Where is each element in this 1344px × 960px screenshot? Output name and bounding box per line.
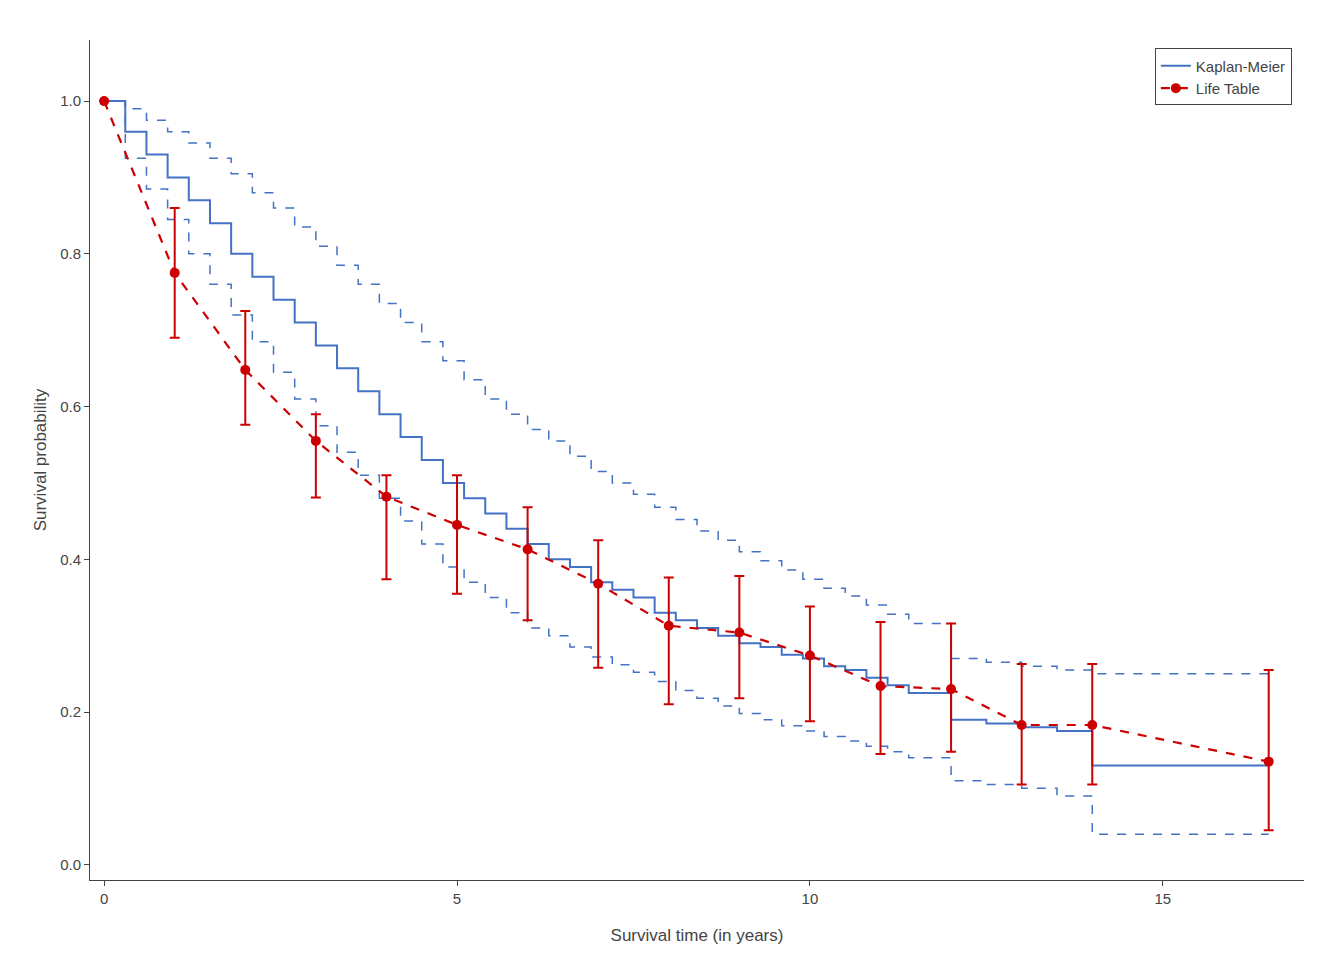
svg-text:10: 10 [802,890,819,907]
svg-text:0.8: 0.8 [60,245,81,262]
svg-text:Survival probability: Survival probability [31,388,50,531]
svg-text:Survival time (in years): Survival time (in years) [611,926,784,945]
svg-text:Life Table: Life Table [1196,80,1260,97]
svg-text:0.2: 0.2 [60,703,81,720]
svg-text:15: 15 [1154,890,1171,907]
svg-text:0.6: 0.6 [60,398,81,415]
svg-text:0.0: 0.0 [60,856,81,873]
svg-text:5: 5 [453,890,461,907]
svg-text:Kaplan-Meier: Kaplan-Meier [1196,58,1285,75]
svg-text:1.0: 1.0 [60,92,81,109]
svg-text:0: 0 [100,890,108,907]
svg-text:0.4: 0.4 [60,551,81,568]
